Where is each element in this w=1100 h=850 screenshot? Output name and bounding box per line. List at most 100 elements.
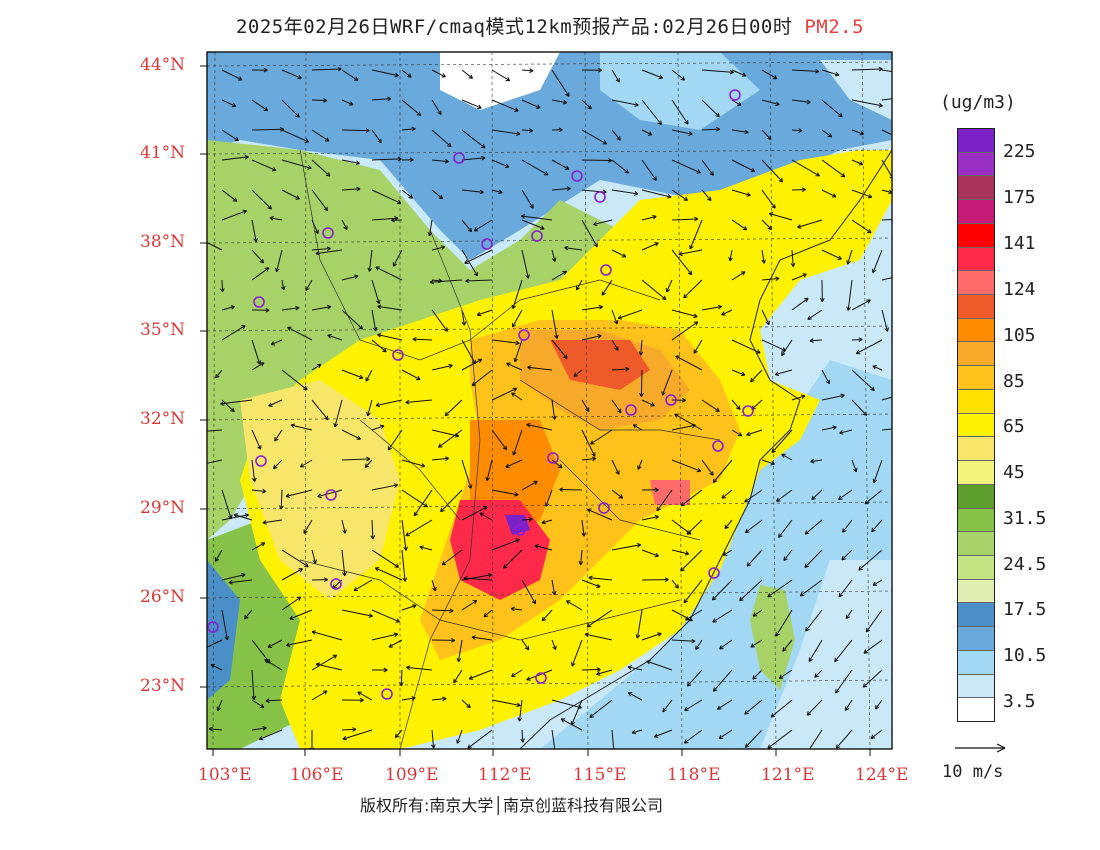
wind-arrow [461, 339, 476, 365]
wind-arrow-head [683, 600, 688, 604]
wind-arrow-head [782, 647, 785, 652]
wind-arrow [371, 98, 392, 101]
wind-arrow-head [195, 463, 198, 466]
wind-arrow [683, 279, 703, 299]
wind-arrow-head [394, 216, 399, 219]
wind-arrow-head [471, 381, 475, 386]
wind-arrow [731, 159, 755, 172]
wind-arrow [315, 663, 343, 671]
wind-arrow [881, 396, 892, 401]
wind-arrow [315, 249, 343, 255]
wind-arrow [405, 399, 433, 403]
wind-arrow-head [711, 596, 714, 601]
wind-arrow [511, 608, 523, 611]
wind-arrow [491, 99, 519, 112]
wind-arrow-head [832, 425, 837, 428]
wind-arrow [486, 459, 493, 481]
wind-arrow [512, 279, 523, 309]
wind-arrow-head [750, 643, 754, 648]
wind-arrow-head [409, 157, 414, 161]
wind-arrow [251, 429, 262, 450]
wind-arrow-head [358, 327, 363, 330]
wind-arrow [457, 639, 463, 662]
wind-arrow-head [770, 713, 774, 718]
wind-arrow [800, 579, 823, 597]
wind-arrow [671, 609, 693, 622]
wind-arrow-head [693, 313, 698, 317]
wind-arrow-head [513, 388, 518, 392]
wind-arrow-head [729, 71, 734, 75]
wind-arrow-head [587, 509, 591, 513]
wind-arrow-head [636, 542, 641, 546]
wind-arrow [251, 542, 266, 551]
wind-arrow [807, 309, 823, 320]
wind-arrow [835, 729, 853, 749]
wind-arrow [580, 549, 583, 565]
city-marker [712, 440, 724, 452]
field-blue-southwest [207, 560, 240, 700]
wind-arrow [628, 692, 643, 701]
wind-arrow [491, 539, 520, 551]
wind-arrow [842, 519, 853, 533]
wind-arrow-head [470, 227, 472, 232]
colorbar-swatch [958, 389, 994, 414]
wind-arrow [512, 309, 523, 328]
wind-arrow [761, 69, 778, 80]
wind-arrow-head [627, 692, 631, 697]
wind-arrow-head [263, 67, 268, 71]
wind-arrow [521, 215, 553, 221]
wind-arrow-head [626, 169, 629, 174]
wind-arrow-head [396, 618, 400, 623]
wind-arrow-head [210, 664, 214, 669]
city-marker [598, 502, 610, 514]
wind-arrow [228, 579, 253, 584]
wind-arrow-head [477, 314, 482, 317]
city-marker [535, 672, 547, 684]
wind-arrow-head [299, 568, 303, 573]
wind-arrow-head [356, 160, 360, 164]
wind-arrow-head [804, 530, 808, 535]
wind-arrow-head [695, 647, 700, 650]
wind-arrow [841, 549, 853, 561]
wind-arrow-head [526, 424, 531, 428]
wind-arrow-head [394, 633, 399, 638]
wind-arrow-head [662, 392, 666, 396]
wind-arrow-head [290, 423, 295, 426]
wind-arrow-head [230, 305, 235, 307]
wind-arrow-head [295, 305, 300, 309]
wind-arrow [221, 609, 228, 640]
wind-arrow-head [554, 754, 556, 757]
wind-arrow-head [366, 456, 371, 460]
wind-arrow [872, 249, 883, 273]
wind-arrow-head [839, 430, 843, 434]
wind-arrow [419, 546, 433, 551]
wind-arrow-head [525, 274, 529, 279]
wind-arrow [491, 189, 503, 194]
wind-arrow-head [453, 680, 458, 684]
wind-arrow [281, 69, 302, 79]
wind-arrow [521, 219, 545, 230]
wind-arrow-head [326, 304, 331, 308]
wind-arrow-head [295, 115, 300, 118]
city-marker [665, 394, 677, 406]
field-red-north [550, 340, 650, 390]
city-marker [625, 404, 637, 416]
wind-arrow-head [842, 528, 844, 533]
wind-arrow [392, 249, 403, 267]
wind-arrow [551, 69, 570, 97]
wind-arrow-head [835, 71, 840, 76]
wind-arrow [394, 729, 403, 738]
wind-arrow [269, 217, 283, 221]
wind-arrow [847, 249, 853, 265]
wind-arrow-head [872, 478, 875, 483]
wind-arrow-head [449, 610, 454, 614]
wind-arrow [666, 279, 673, 293]
taiwan-island [750, 585, 795, 690]
wind-arrow [809, 729, 823, 749]
wind-arrow-head [438, 446, 443, 448]
wind-arrow-head [596, 673, 601, 676]
wind-arrow [821, 69, 840, 76]
wind-arrow [401, 549, 406, 582]
wind-arrow-head [728, 257, 731, 262]
wind-arrow-head [680, 569, 685, 572]
